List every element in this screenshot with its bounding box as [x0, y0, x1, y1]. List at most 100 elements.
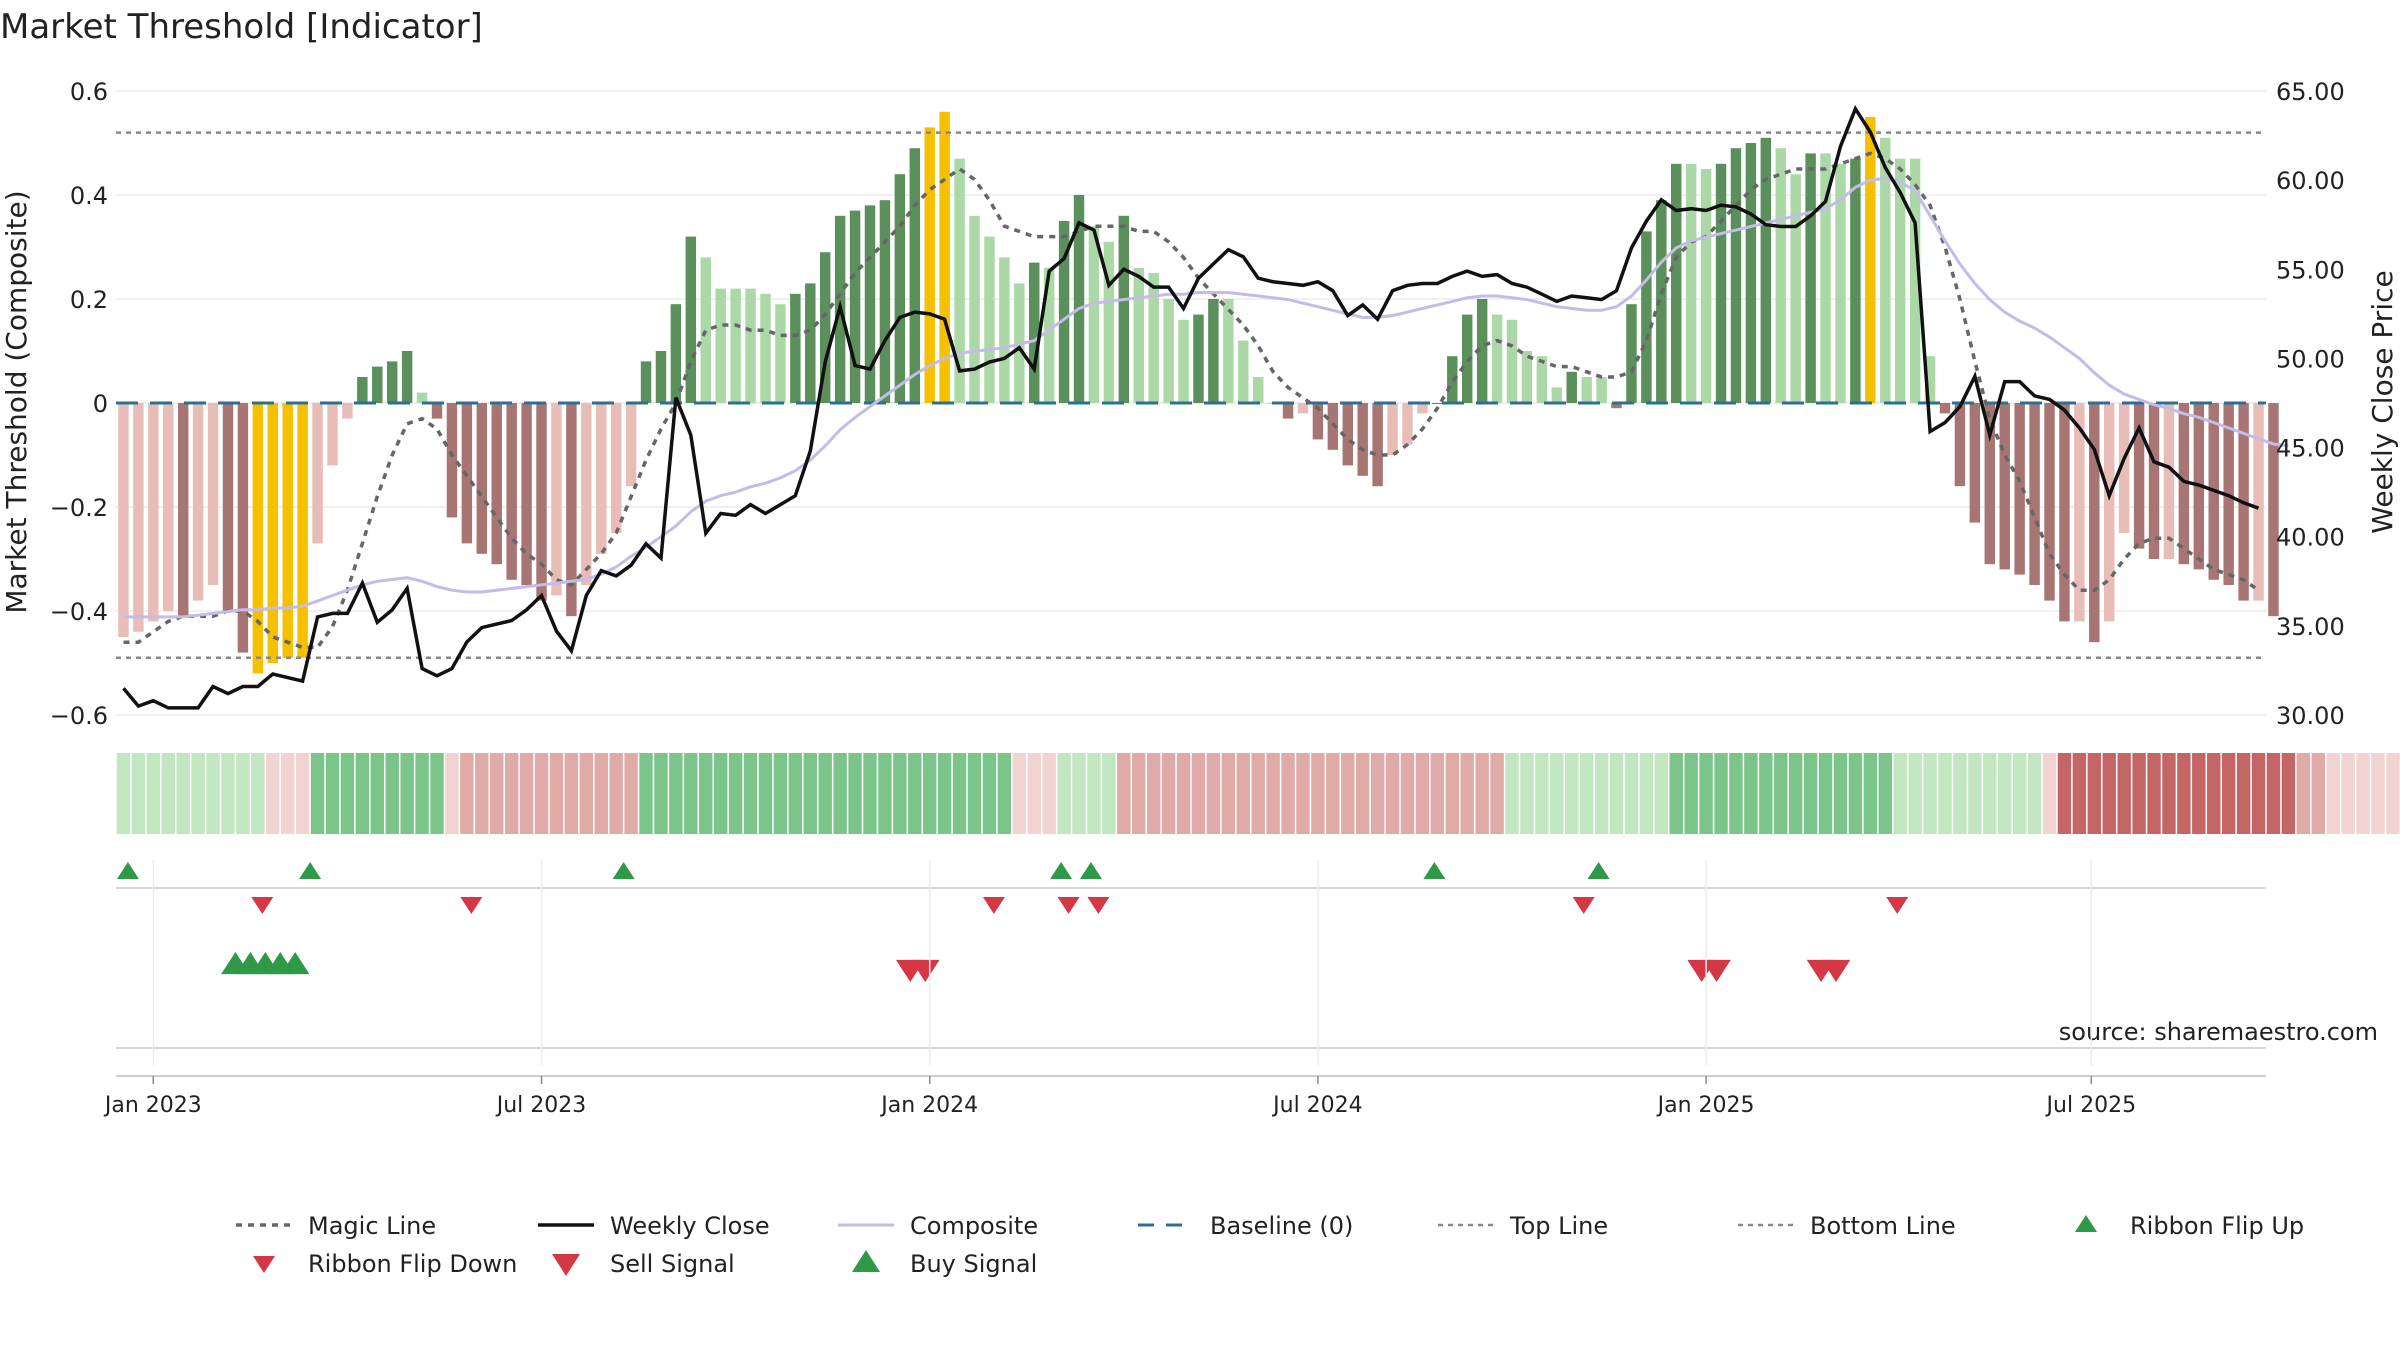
- ribbon-cell: [340, 753, 355, 834]
- legend-label: Top Line: [1509, 1212, 1608, 1240]
- composite-bar: [2163, 403, 2175, 559]
- composite-bar: [1954, 403, 1966, 487]
- ribbon-cell: [1296, 753, 1310, 834]
- ribbon-cell: [2132, 753, 2146, 834]
- ribbon-flip-up-marker: [1587, 862, 1610, 879]
- composite-bar: [566, 403, 577, 617]
- ribbon-cell: [519, 753, 534, 834]
- composite-bar: [252, 403, 264, 674]
- ribbon-cell: [2221, 753, 2236, 834]
- composite-bar: [1820, 153, 1831, 403]
- y-tick-label: −0.4: [50, 598, 108, 626]
- ribbon-cell: [2236, 753, 2251, 834]
- composite-bar: [1745, 143, 1757, 403]
- ribbon-cell: [1415, 753, 1430, 834]
- ribbon-cell: [1520, 753, 1534, 834]
- ribbon-cell: [206, 753, 220, 834]
- ribbon-cell: [893, 753, 907, 834]
- legend-label: Weekly Close: [610, 1212, 770, 1240]
- ribbon-cell: [1759, 753, 1773, 834]
- chart-title: Market Threshold [Indicator]: [0, 7, 483, 47]
- ribbon-cell: [146, 753, 161, 834]
- composite-bar: [1282, 403, 1294, 419]
- composite-bar: [1611, 403, 1622, 409]
- composite-bar: [2059, 403, 2070, 622]
- ribbon-cell: [385, 753, 399, 834]
- ribbon-cell: [922, 753, 937, 834]
- composite-bar: [581, 403, 592, 585]
- composite-bar: [118, 403, 129, 637]
- ribbon-cell: [639, 753, 653, 834]
- ribbon-cell: [1923, 753, 1937, 834]
- ribbon-cell: [1355, 753, 1370, 834]
- ribbon-cell: [743, 753, 758, 834]
- ribbon-cell: [1385, 753, 1400, 834]
- legend-label: Baseline (0): [1210, 1212, 1353, 1240]
- composite-bar: [1327, 403, 1339, 450]
- composite-bar: [551, 403, 562, 596]
- ribbon-cell: [1833, 753, 1848, 834]
- composite-bar: [207, 403, 219, 585]
- composite-bar: [745, 288, 756, 403]
- composite-bar: [342, 403, 353, 419]
- x-tick-label: Jan 2024: [879, 1093, 978, 1118]
- composite-bar: [1058, 221, 1070, 403]
- ribbon-cell: [325, 753, 340, 834]
- composite-bar: [163, 403, 174, 611]
- composite-bar: [327, 403, 338, 466]
- composite-bar: [536, 403, 547, 601]
- ribbon-cell: [967, 753, 982, 834]
- ribbon-cell: [1221, 753, 1236, 834]
- x-axis: Jan 2023 Jul 2023 Jan 2024 Jul 2024 Jan 2025…: [103, 860, 2136, 1118]
- composite-bar: [1939, 403, 1951, 414]
- composite-bar: [1715, 163, 1727, 403]
- composite-bar: [1596, 377, 1607, 403]
- composite-bar: [1850, 158, 1861, 403]
- ribbon-flip-down-marker: [1572, 897, 1595, 914]
- ribbon-cell: [2072, 753, 2087, 834]
- ribbon-cell: [1087, 753, 1101, 834]
- ribbon-cell: [1565, 753, 1579, 834]
- y2-tick-label: 40.00: [2276, 524, 2345, 552]
- ribbon-cell: [1460, 753, 1474, 834]
- composite-bar: [1178, 319, 1189, 403]
- ribbon-flip-down-marker: [1886, 897, 1909, 914]
- composite-bar: [282, 403, 293, 658]
- ribbon-cell: [1983, 753, 1997, 834]
- composite-bar: [476, 403, 488, 554]
- ribbon-cell: [1012, 753, 1027, 834]
- composite-bar: [1924, 356, 1936, 403]
- composite-bar: [790, 293, 801, 403]
- ribbon-cell: [818, 753, 832, 834]
- composite-bar: [1208, 299, 1219, 403]
- composite-bar: [939, 111, 950, 404]
- ribbon-cell: [624, 753, 638, 834]
- ribbon-cell: [594, 753, 608, 834]
- ribbon-cell: [2326, 753, 2340, 834]
- weekly-close-line: [122, 104, 2260, 710]
- ribbon-cell: [1311, 753, 1325, 834]
- ribbon-cell: [445, 753, 459, 834]
- ribbon-cell: [1744, 753, 1758, 834]
- composite-bar: [700, 257, 711, 403]
- ribbon-cell: [2356, 753, 2370, 834]
- composite-bar: [1103, 241, 1115, 403]
- ribbon-cell: [1848, 753, 1863, 834]
- composite-bar: [2029, 403, 2040, 585]
- composite-bar: [1073, 195, 1085, 403]
- ribbon-cell: [1445, 753, 1460, 834]
- ribbon-cell: [1550, 753, 1564, 834]
- signal-markers: [116, 862, 2266, 1077]
- composite-bar: [1133, 267, 1144, 403]
- ribbon-cell: [2117, 753, 2131, 834]
- ribbon-cell: [2311, 753, 2325, 834]
- ribbon-cell: [1341, 753, 1355, 834]
- ribbon-cell: [1505, 753, 1519, 834]
- ribbon-flip-up-marker: [1079, 862, 1102, 879]
- ribbon-cell: [415, 753, 429, 834]
- legend-swatch-ribbon-flip-down: [253, 1256, 275, 1273]
- ribbon-flip-up-marker: [1423, 862, 1446, 879]
- composite-bar: [1148, 273, 1159, 403]
- y2-tick-label: 50.00: [2276, 345, 2345, 373]
- composite-bar: [222, 403, 234, 611]
